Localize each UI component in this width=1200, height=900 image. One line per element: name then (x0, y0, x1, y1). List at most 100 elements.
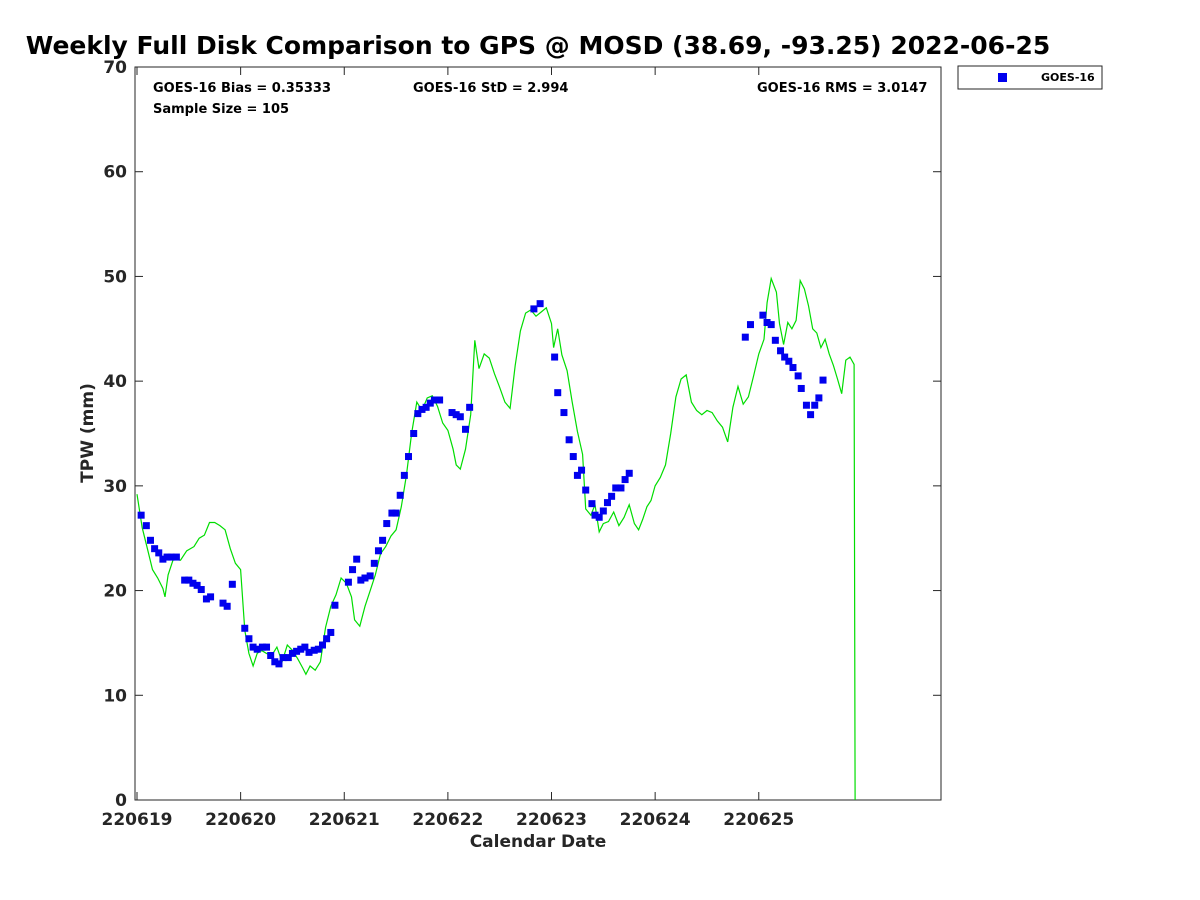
scatter-point (466, 403, 474, 411)
scatter-point (370, 559, 378, 567)
scatter-point (167, 553, 175, 561)
scatter-point (400, 471, 408, 479)
plot-area (134, 66, 942, 801)
scatter-point (189, 579, 197, 587)
scatter-point (327, 628, 335, 636)
scatter-point (569, 453, 577, 461)
scatter-point (284, 654, 292, 662)
scatter-point (344, 578, 352, 586)
y-tick-label: 60 (103, 163, 127, 183)
chart-title: Weekly Full Disk Comparison to GPS @ MOS… (26, 31, 1050, 60)
y-tick-label: 0 (115, 791, 127, 811)
scatter-point (159, 555, 167, 563)
y-tick-label: 20 (103, 582, 127, 602)
stat-std: GOES-16 StD = 2.994 (413, 81, 568, 96)
scatter-point (263, 643, 271, 651)
scatter-point (578, 466, 586, 474)
y-tick-label: 10 (103, 686, 127, 706)
scatter-point (617, 484, 625, 492)
scatter-point (591, 511, 599, 519)
scatter-point (789, 364, 797, 372)
scatter-point (608, 492, 616, 500)
scatter-point (275, 660, 283, 668)
scatter-point (452, 411, 460, 419)
scatter-point (207, 593, 215, 601)
scatter-point (323, 635, 331, 643)
scatter-point (241, 624, 249, 632)
scatter-point (301, 643, 309, 651)
scatter-point (418, 405, 426, 413)
scatter-point (228, 580, 236, 588)
stat-rms: GOES-16 RMS = 3.0147 (757, 81, 927, 96)
scatter-point (181, 576, 189, 584)
scatter-point (573, 471, 581, 479)
legend-label-goes16: GOES-16 (1041, 71, 1095, 84)
scatter-point (193, 581, 201, 589)
scatter-point (357, 576, 365, 584)
scatter-point (422, 403, 430, 411)
scatter-point (741, 333, 749, 341)
scatter-point (588, 500, 596, 508)
scatter-point (595, 513, 603, 521)
scatter-point (551, 353, 559, 361)
scatter-point (763, 319, 771, 327)
scatter-point (253, 645, 261, 653)
scatter-point (310, 646, 318, 654)
scatter-point (361, 574, 369, 582)
scatter-point (146, 536, 154, 544)
scatter-point (405, 453, 413, 461)
scatter-point (202, 595, 210, 603)
x-axis: 220619 220620 220621 220622 220623 220624 2206… (102, 67, 794, 830)
scatter-point (430, 396, 438, 404)
x-axis-label: Calendar Date (470, 832, 607, 852)
scatter-point (794, 372, 802, 380)
scatter-point (185, 576, 193, 584)
scatter-point (560, 409, 568, 417)
scatter-point (353, 555, 361, 563)
scatter-point (811, 401, 819, 409)
scatter-point (288, 649, 296, 657)
scatter-point (554, 389, 562, 397)
scatter-point (249, 643, 257, 651)
scatter-point (582, 486, 590, 494)
scatter-point (530, 305, 538, 313)
stat-bias: GOES-16 Bias = 0.35333 (153, 81, 331, 96)
scatter-point (379, 536, 387, 544)
y-tick-label: 70 (103, 58, 127, 78)
scatter-point (197, 586, 205, 594)
gps-line-series (136, 276, 856, 801)
scatter-point (603, 499, 611, 507)
scatter-point (759, 311, 767, 319)
scatter-point (314, 645, 322, 653)
goes16-scatter-series (137, 300, 827, 668)
scatter-point (318, 641, 326, 649)
scatter-point (621, 476, 629, 484)
scatter-point (137, 511, 145, 519)
stat-sample-size: Sample Size = 105 (153, 102, 289, 117)
scatter-point (293, 647, 301, 655)
scatter-point (462, 425, 470, 433)
scatter-point (172, 553, 180, 561)
scatter-point (771, 336, 779, 344)
x-tick-label: 220625 (723, 810, 794, 830)
y-axis-label: TPW (mm) (78, 383, 98, 483)
y-tick-label: 50 (103, 267, 127, 287)
scatter-point (797, 384, 805, 392)
scatter-point (331, 601, 339, 609)
scatter-point (383, 520, 391, 528)
scatter-point (396, 491, 404, 499)
scatter-point (625, 469, 633, 477)
scatter-point (366, 572, 374, 580)
scatter-point (426, 399, 434, 407)
scatter-point (785, 357, 793, 365)
scatter-point (815, 394, 823, 402)
x-tick-label: 220619 (102, 810, 173, 830)
scatter-point (223, 602, 231, 610)
scatter-point (414, 410, 422, 418)
scatter-point (271, 658, 279, 666)
scatter-point (456, 413, 464, 421)
scatter-point (448, 409, 456, 417)
scatter-point (142, 522, 150, 530)
x-tick-label: 220621 (309, 810, 380, 830)
scatter-point (155, 549, 163, 557)
